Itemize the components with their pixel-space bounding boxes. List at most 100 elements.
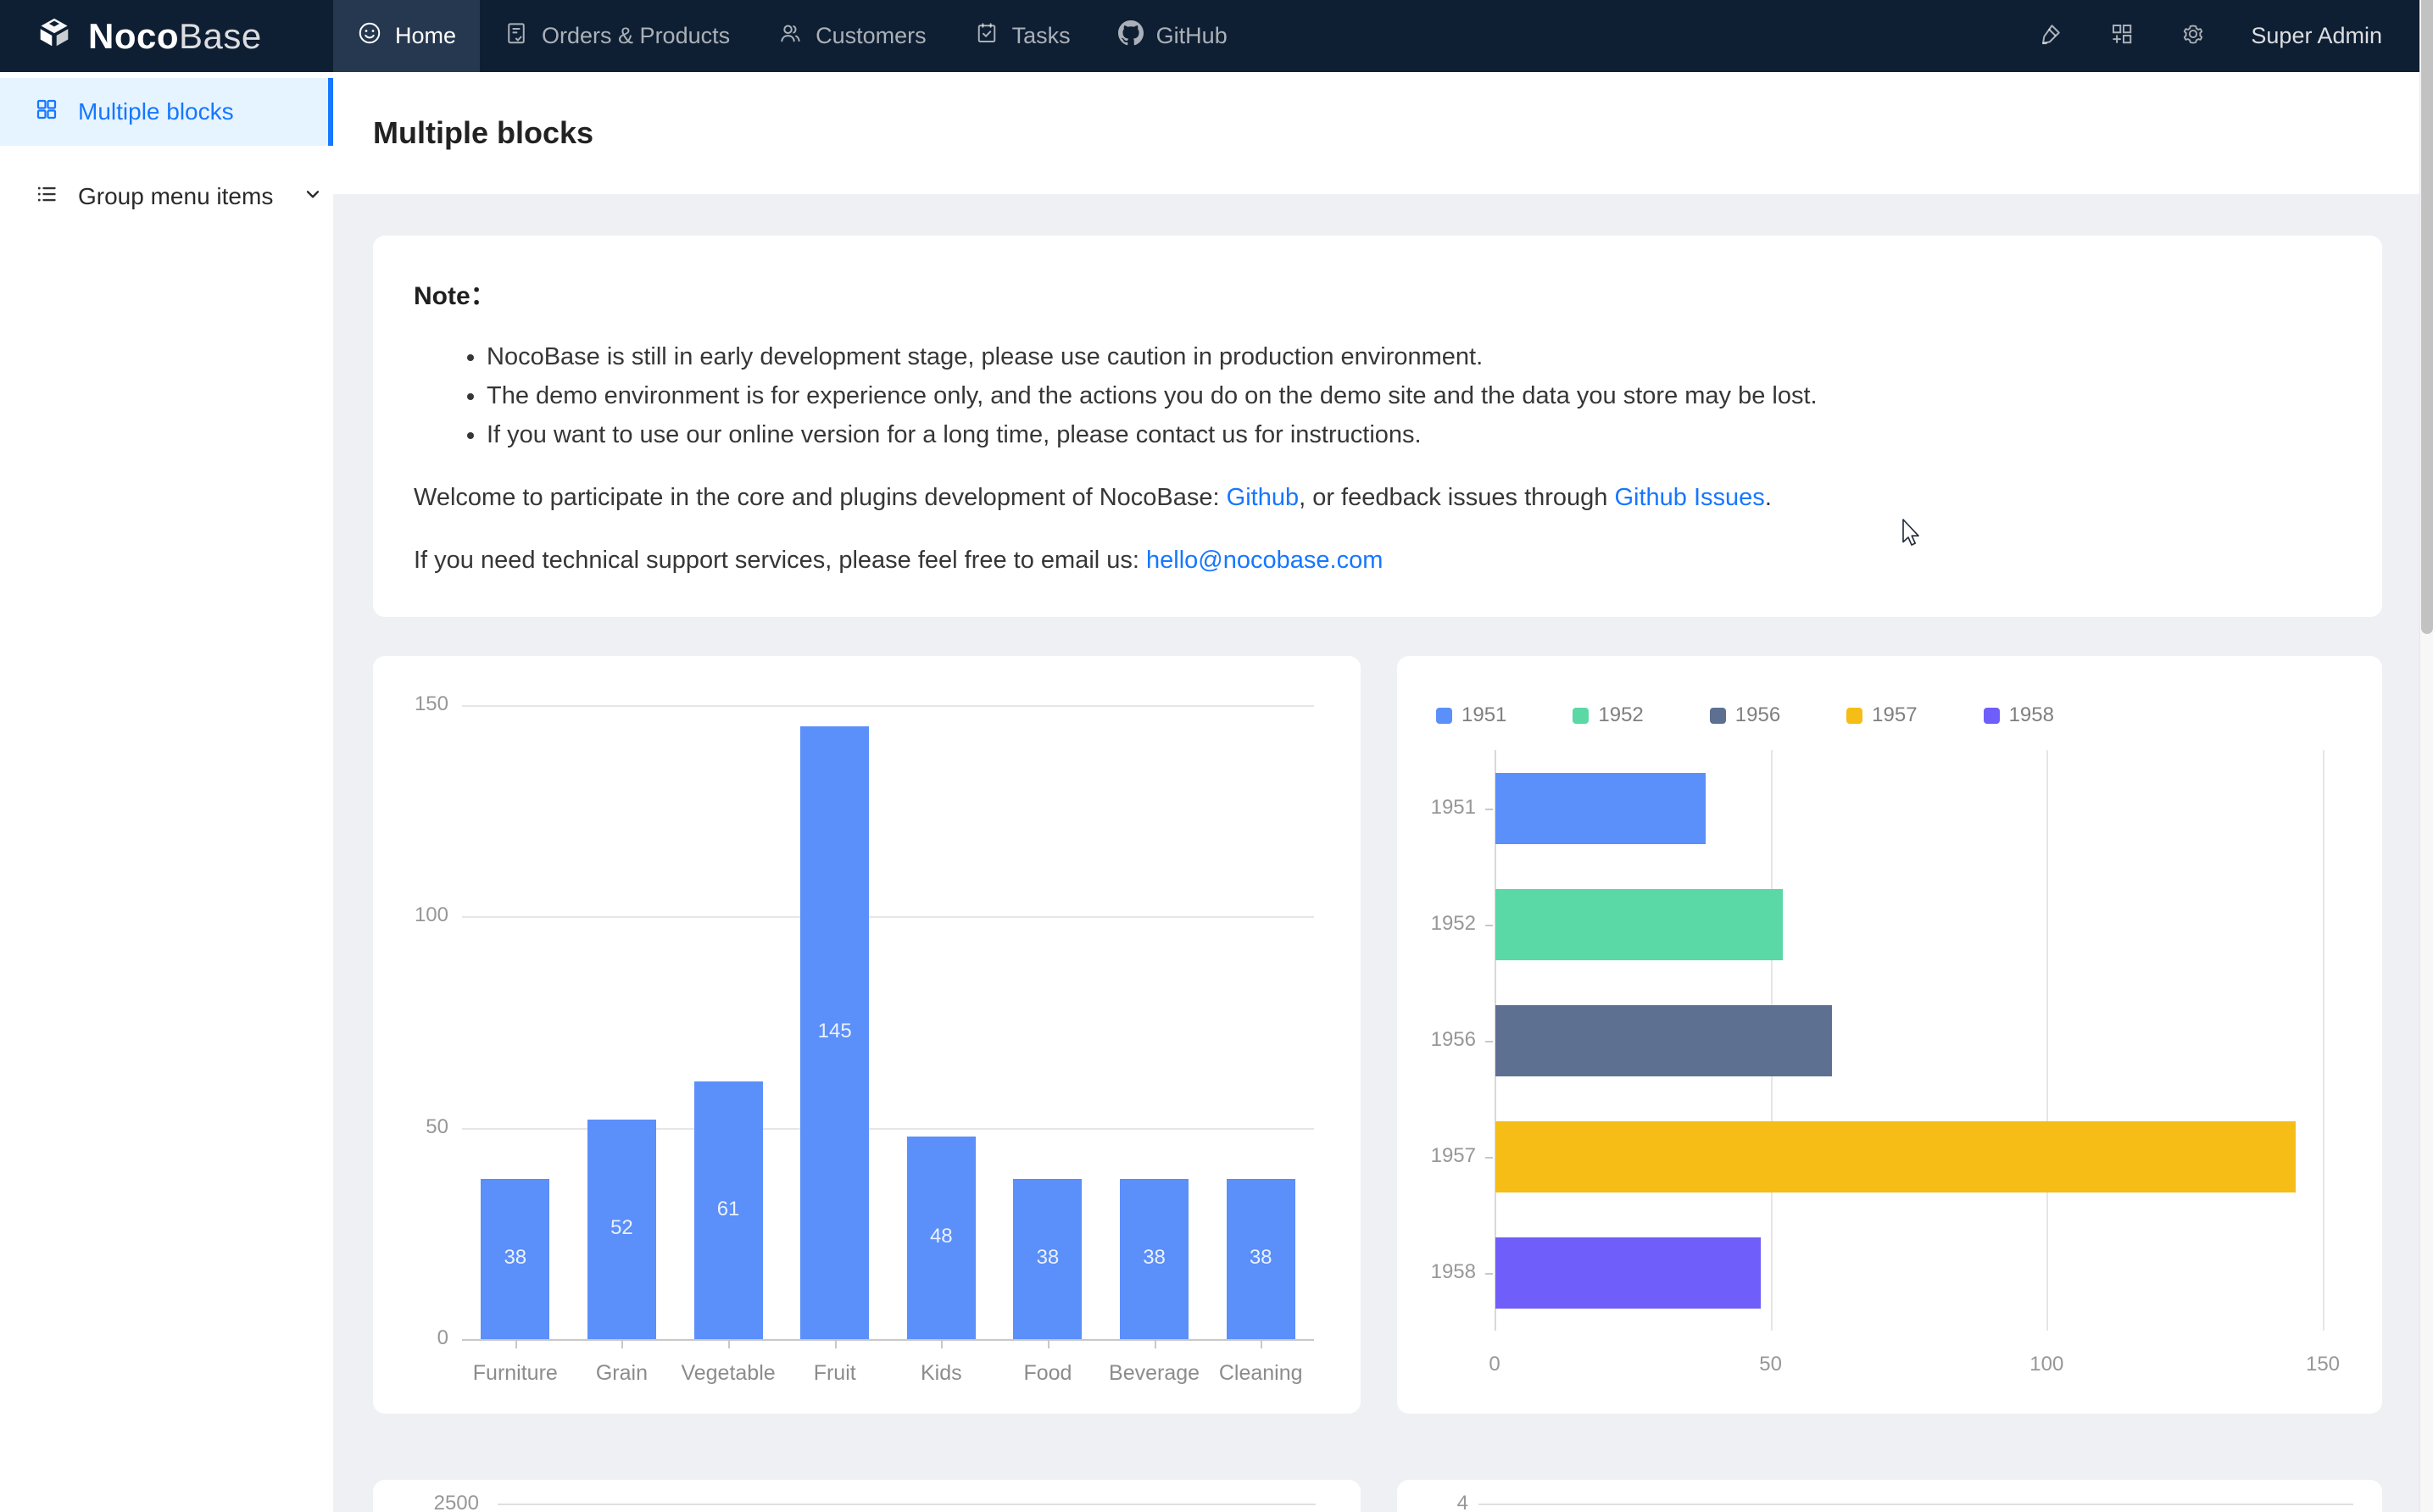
partial-chart-left: 2500 [373, 1480, 1361, 1512]
user-menu[interactable]: Super Admin [2251, 23, 2382, 48]
x-axis-category: Cleaning [1218, 1361, 1303, 1385]
y-axis-tick: 50 [426, 1115, 448, 1138]
gridline [462, 916, 1314, 919]
gridline [462, 1127, 1314, 1130]
legend-item[interactable]: 1956 [1709, 703, 1781, 727]
note-bullet: NocoBase is still in early development s… [487, 337, 2341, 376]
bar [1226, 1178, 1295, 1339]
legend-label: 1956 [1734, 703, 1781, 726]
x-axis-category: Furniture [472, 1361, 558, 1385]
smile-icon [357, 20, 382, 52]
appstore-icon [34, 97, 59, 128]
x-axis-tick: 0 [1489, 1353, 1500, 1376]
page-content: Note： NocoBase is still in early develop… [333, 194, 2433, 1512]
settings-button[interactable] [2157, 0, 2229, 72]
x-axis-category: Vegetable [681, 1361, 776, 1385]
legend-swatch [1846, 707, 1863, 724]
page-header: Multiple blocks [333, 72, 2433, 194]
tab-github[interactable]: GitHub [1094, 0, 1251, 72]
add-block-button[interactable] [2086, 0, 2157, 72]
x-axis-tickmark [515, 1341, 517, 1348]
github-issues-link[interactable]: Github Issues [1614, 484, 1765, 511]
tab-tasks[interactable]: Tasks [950, 0, 1094, 72]
bar [1495, 888, 1783, 960]
partial-chart-right: 4 [1397, 1480, 2382, 1512]
y-axis-tickmark [1485, 808, 1493, 810]
legend-item[interactable]: 1952 [1573, 703, 1644, 727]
sidebar-item-group-menu-items[interactable]: Group menu items [0, 163, 333, 231]
gridline [1478, 1504, 2353, 1505]
tab-label: Home [395, 23, 457, 48]
bar [481, 1178, 550, 1339]
x-axis-tickmark [834, 1341, 837, 1348]
x-axis-tickmark [621, 1341, 624, 1348]
bar-value-label: 61 [716, 1197, 740, 1220]
bar-value-label: 38 [1143, 1246, 1166, 1270]
tab-label: Customers [816, 23, 927, 48]
chart-legend: 1951 1952 1956 1957 1958 [1436, 703, 2054, 727]
category-bar-chart: 0 50 100 150 38 Furniture 52 Grain 61 Vegetable 14… [373, 656, 1361, 1414]
note-heading: Note： [414, 282, 496, 310]
y-axis-category: 1951 [1430, 795, 1476, 819]
x-axis-category: Grain [595, 1361, 648, 1385]
x-axis-tickmark [1047, 1341, 1049, 1348]
legend-label: 1957 [1872, 703, 1918, 726]
y-axis-tickmark [1485, 1156, 1493, 1159]
gear-icon [2180, 21, 2206, 51]
gridline [462, 705, 1314, 707]
bar [1495, 1004, 1833, 1076]
scrollbar-thumb[interactable] [2421, 0, 2433, 634]
x-axis-tickmark [728, 1341, 731, 1348]
y-axis-tickmark [1485, 924, 1493, 926]
gridline [462, 1339, 1314, 1341]
tab-customers[interactable]: Customers [754, 0, 950, 72]
tab-label: GitHub [1155, 23, 1228, 48]
github-icon [1117, 20, 1144, 52]
highlighter-button[interactable] [2015, 0, 2086, 72]
y-axis-tickmark [1485, 1272, 1493, 1275]
x-axis-tick: 100 [2029, 1353, 2064, 1376]
bar [1120, 1178, 1189, 1339]
nocobase-logo[interactable]: NocoBase [0, 0, 333, 72]
bar [1013, 1178, 1083, 1339]
bar-value-label: 48 [929, 1225, 953, 1248]
chevron-down-icon [302, 183, 324, 211]
bar-value-label: 52 [610, 1216, 633, 1240]
cube-logo-icon [34, 14, 75, 58]
vertical-scrollbar [2419, 0, 2433, 1512]
legend-label: 1951 [1461, 703, 1507, 726]
github-link[interactable]: Github [1226, 484, 1300, 511]
x-axis-category: Fruit [813, 1361, 856, 1385]
legend-item[interactable]: 1957 [1846, 703, 1918, 727]
bar [587, 1119, 656, 1339]
sidebar: Multiple blocks Group menu items [0, 72, 333, 1512]
tab-home[interactable]: Home [333, 0, 481, 72]
x-axis-tickmark [941, 1341, 944, 1348]
note-bullet: If you want to use our online version fo… [487, 415, 2341, 454]
y-axis-tick: 2500 [433, 1492, 479, 1512]
page-body: Multiple blocks Group menu items [0, 72, 2433, 1512]
bar-value-label: 38 [504, 1246, 527, 1270]
file-done-icon [504, 20, 529, 52]
sidebar-item-multiple-blocks[interactable]: Multiple blocks [0, 78, 333, 146]
legend-label: 1952 [1598, 703, 1644, 726]
team-icon [777, 20, 803, 52]
legend-swatch [1573, 707, 1590, 724]
tab-orders-products[interactable]: Orders & Products [480, 0, 754, 72]
tab-label: Tasks [1011, 23, 1071, 48]
note-bullet-list: NocoBase is still in early development s… [414, 337, 2341, 454]
x-axis-category: Food [1023, 1361, 1072, 1385]
legend-item[interactable]: 1958 [1983, 703, 2054, 727]
bar-value-label: 145 [817, 1020, 852, 1043]
legend-swatch [1983, 707, 2000, 724]
y-axis-tick: 0 [437, 1326, 448, 1349]
legend-label: 1958 [2008, 703, 2054, 726]
legend-swatch [1436, 707, 1452, 724]
y-axis-tickmark [1485, 1040, 1493, 1042]
tab-label: Orders & Products [542, 23, 731, 48]
gridline [2323, 750, 2324, 1331]
email-link[interactable]: hello@nocobase.com [1146, 547, 1384, 574]
legend-item[interactable]: 1951 [1436, 703, 1506, 727]
note-bullet: The demo environment is for experience o… [487, 376, 2341, 415]
